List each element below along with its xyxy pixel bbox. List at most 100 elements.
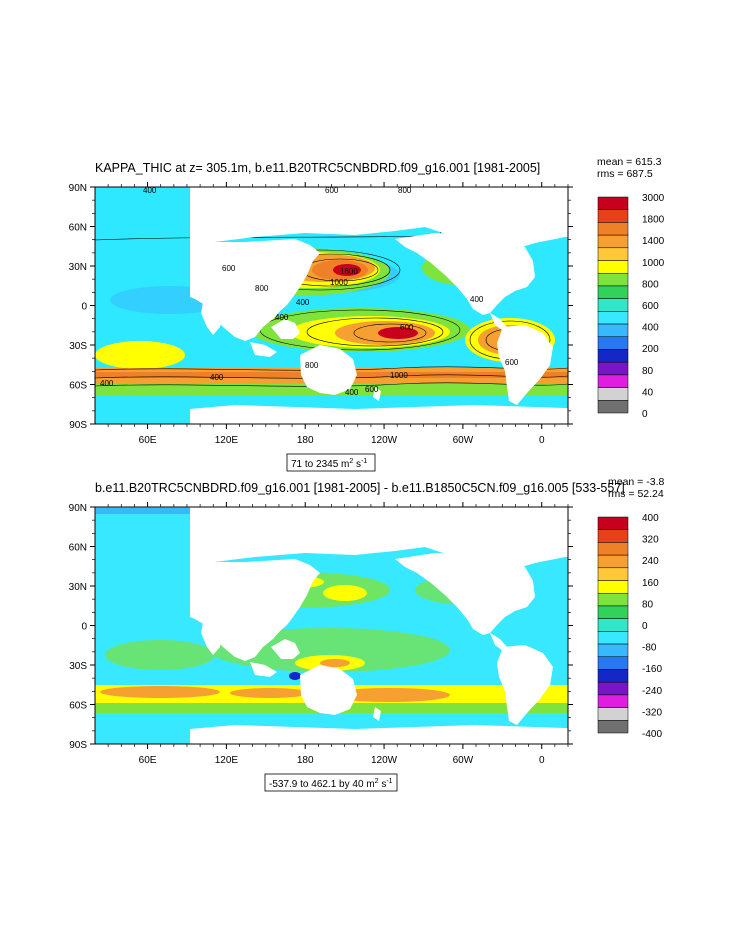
svg-text:400: 400 [296, 298, 310, 307]
lat-tick-label: 90N [69, 183, 87, 194]
colorbar-segment [597, 567, 629, 581]
top-rms: rms = 687.5 [597, 168, 653, 180]
colorbar-segment [597, 554, 629, 569]
lat-tick-label: 0 [81, 622, 87, 633]
svg-text:71 to 2345 m2 s-1: 71 to 2345 m2 s-1 [291, 458, 367, 470]
colorbar-segment [597, 374, 629, 388]
bottom-rms: rms = 52.24 [608, 488, 664, 500]
colorbar-segment [597, 234, 629, 249]
colorbar-segment [597, 285, 629, 299]
bottom-colorbar: 400 320 240 160 80 0 -80 -160 -240 -320 -400 [597, 513, 662, 740]
lon-tick-label: 0 [539, 755, 545, 766]
top-title: KAPPA_THIC at z= 305.1m, b.e11.B20TRC5CN… [95, 161, 540, 175]
lat-tick-label: 90S [69, 420, 87, 431]
colorbar-label: 600 [642, 301, 659, 312]
colorbar-segment [597, 336, 629, 350]
colorbar-segment [597, 669, 629, 683]
colorbar-label: -80 [642, 643, 657, 654]
lon-tick-label: 120W [371, 755, 398, 766]
svg-text:600: 600 [505, 358, 519, 367]
svg-text:-537.9 to 462.1 by 40 m2 s-1: -537.9 to 462.1 by 40 m2 s-1 [269, 778, 393, 790]
colorbar-segment [597, 196, 629, 210]
top-contour-labels: 400 600 800 1000 1600 800 600 400 400 60… [100, 186, 519, 397]
colorbar-segment [597, 516, 629, 530]
svg-text:400: 400 [143, 186, 157, 195]
svg-text:1000: 1000 [330, 278, 348, 287]
colorbar-label: 0 [642, 409, 648, 420]
bottom-range-box: -537.9 to 462.1 by 40 m2 s-1 [264, 773, 398, 792]
colorbar-segment [597, 580, 629, 594]
svg-text:400: 400 [100, 379, 114, 388]
colorbar-segment [597, 387, 629, 401]
svg-text:600: 600 [365, 385, 379, 394]
bottom-axes: 90N 60N 30N 0 30S 60S 90S 60E 120E 180 120W 60W 0 [69, 502, 573, 766]
colorbar-segment [597, 542, 629, 556]
colorbar-label: 200 [642, 344, 659, 355]
colorbar-segment [597, 681, 629, 696]
colorbar-segment [597, 311, 629, 325]
top-axes: 90N 60N 30N 0 30S 60S 90S 60E 120E 180 120W 60W 0 [69, 182, 573, 446]
colorbar-segment [597, 529, 629, 543]
colorbar-segment [597, 400, 629, 414]
bottom-panel: b.e11.B20TRC5CNBDRD.f09_g16.001 [1981-20… [69, 476, 664, 792]
bottom-title: b.e11.B20TRC5CNBDRD.f09_g16.001 [1981-20… [95, 481, 625, 495]
svg-text:400: 400 [470, 295, 484, 304]
svg-text:400: 400 [345, 388, 359, 397]
svg-text:1000: 1000 [390, 371, 408, 380]
colorbar-segment [597, 349, 629, 363]
bottom-map [95, 507, 568, 744]
lon-tick-label: 60E [139, 435, 157, 446]
colorbar-segment [597, 707, 629, 721]
bottom-mean: mean = -3.8 [608, 476, 664, 488]
colorbar-segment [597, 694, 629, 708]
svg-text:600: 600 [400, 323, 414, 332]
colorbar-label: 800 [642, 279, 659, 290]
colorbar-segment [597, 643, 629, 658]
colorbar-label: 320 [642, 535, 659, 546]
lat-tick-label: 90S [69, 740, 87, 751]
top-range-box: 71 to 2345 m2 s-1 [286, 453, 376, 472]
colorbar-label: 1400 [642, 236, 665, 247]
lon-tick-label: 180 [297, 755, 314, 766]
colorbar-label: -160 [642, 664, 662, 675]
svg-text:600: 600 [222, 264, 236, 273]
top-mean: mean = 615.3 [597, 156, 662, 168]
svg-text:400: 400 [210, 373, 224, 382]
colorbar-segment [597, 209, 629, 223]
lat-tick-label: 90N [69, 503, 87, 514]
lat-tick-label: 60N [69, 223, 87, 234]
lon-tick-label: 180 [297, 435, 314, 446]
lon-tick-label: 60W [453, 435, 474, 446]
lat-tick-label: 0 [81, 302, 87, 313]
lat-tick-label: 30S [69, 661, 87, 672]
colorbar-segment [597, 361, 629, 376]
lat-tick-label: 60S [69, 701, 87, 712]
colorbar-label: 40 [642, 387, 654, 398]
svg-text:1600: 1600 [340, 267, 358, 276]
colorbar-segment [597, 222, 629, 236]
colorbar-label: 400 [642, 323, 659, 334]
colorbar-segment [597, 618, 629, 632]
lon-tick-label: 120E [215, 755, 239, 766]
colorbar-segment [597, 656, 629, 670]
lon-tick-label: 60E [139, 755, 157, 766]
svg-text:600: 600 [325, 186, 339, 195]
colorbar-label: 3000 [642, 193, 665, 204]
lon-tick-label: 120E [215, 435, 239, 446]
colorbar-segment [597, 631, 629, 645]
lon-tick-label: 60W [453, 755, 474, 766]
colorbar-segment [597, 605, 629, 619]
colorbar-segment [597, 272, 629, 287]
colorbar-segment [597, 247, 629, 261]
colorbar-segment [597, 720, 629, 734]
svg-text:400: 400 [275, 313, 289, 322]
colorbar-label: 400 [642, 513, 659, 524]
lon-tick-label: 0 [539, 435, 545, 446]
colorbar-label: 240 [642, 556, 659, 567]
colorbar-label: -240 [642, 686, 662, 697]
svg-text:800: 800 [255, 284, 269, 293]
lat-tick-label: 60N [69, 543, 87, 554]
lat-tick-label: 30N [69, 262, 87, 273]
